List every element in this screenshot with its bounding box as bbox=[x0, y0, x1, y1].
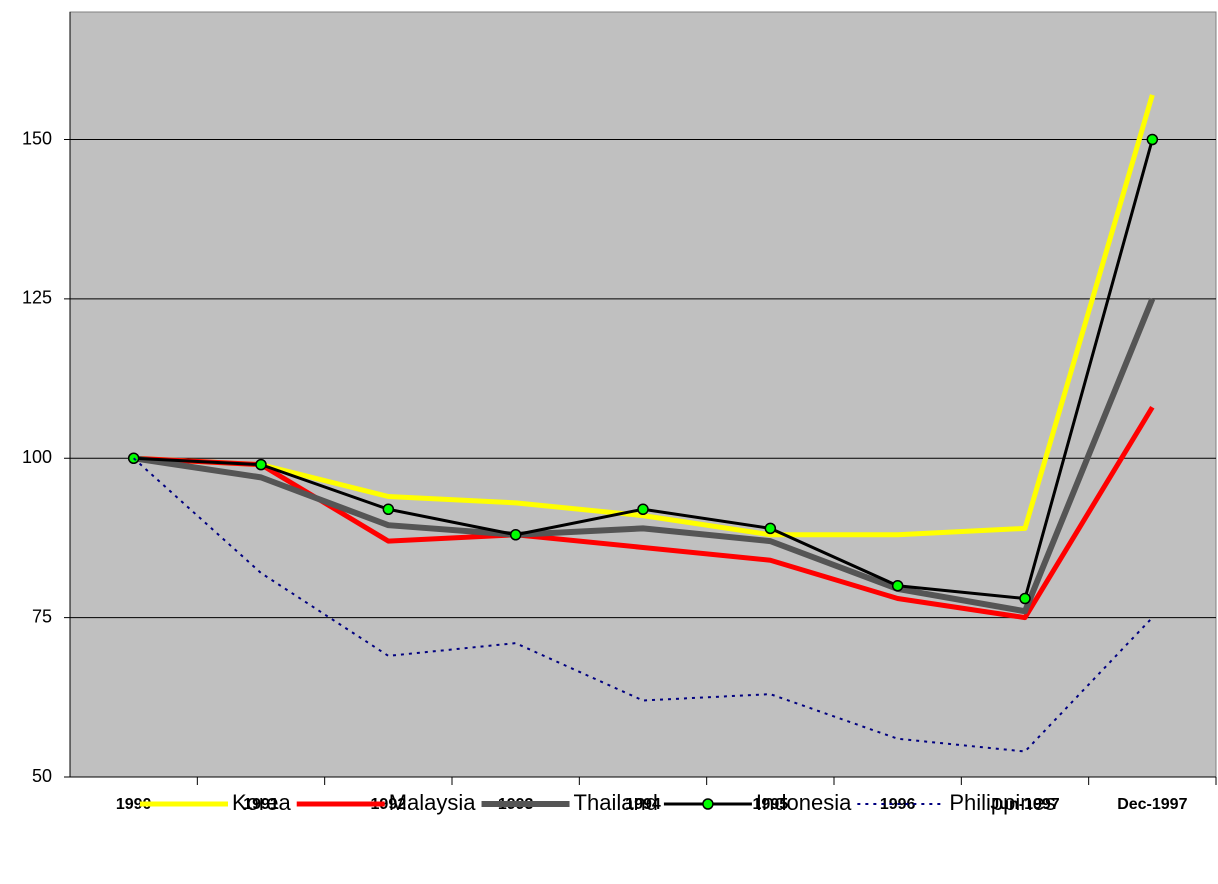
y-tick-label: 75 bbox=[32, 606, 52, 626]
x-tick-label: 1991 bbox=[243, 796, 279, 813]
point bbox=[1146, 133, 1159, 146]
series-line bbox=[133, 94, 1155, 538]
point bbox=[509, 529, 522, 541]
series-line bbox=[132, 457, 1154, 753]
y-tick-label: 100 bbox=[22, 447, 52, 467]
x-tick-label: 1992 bbox=[371, 796, 407, 813]
y-tick-label: 125 bbox=[22, 288, 52, 308]
y-tick-label: 50 bbox=[32, 766, 52, 786]
point bbox=[382, 503, 395, 515]
x-tick-label: 1995 bbox=[753, 796, 789, 813]
plot-area bbox=[69, 11, 1217, 778]
point bbox=[255, 458, 267, 471]
x-tick-label: 1994 bbox=[625, 796, 661, 813]
x-tick-label: Jun-1997 bbox=[990, 796, 1059, 813]
x-tick-label: 1990 bbox=[116, 796, 152, 813]
legend-marker bbox=[702, 798, 714, 810]
y-tick-label: 150 bbox=[22, 128, 52, 148]
legend-label: Thailand bbox=[574, 790, 658, 815]
point bbox=[637, 503, 649, 515]
legend-label: Malaysia bbox=[389, 790, 477, 815]
point bbox=[1019, 592, 1031, 605]
point bbox=[764, 522, 777, 535]
legend-label: Korea bbox=[232, 790, 291, 815]
legend-label: Indonesia bbox=[756, 790, 852, 815]
legend-label: Philippines bbox=[949, 790, 1055, 815]
series-line bbox=[133, 297, 1156, 615]
x-tick-label: Dec-1997 bbox=[1117, 796, 1187, 813]
point bbox=[891, 580, 904, 592]
